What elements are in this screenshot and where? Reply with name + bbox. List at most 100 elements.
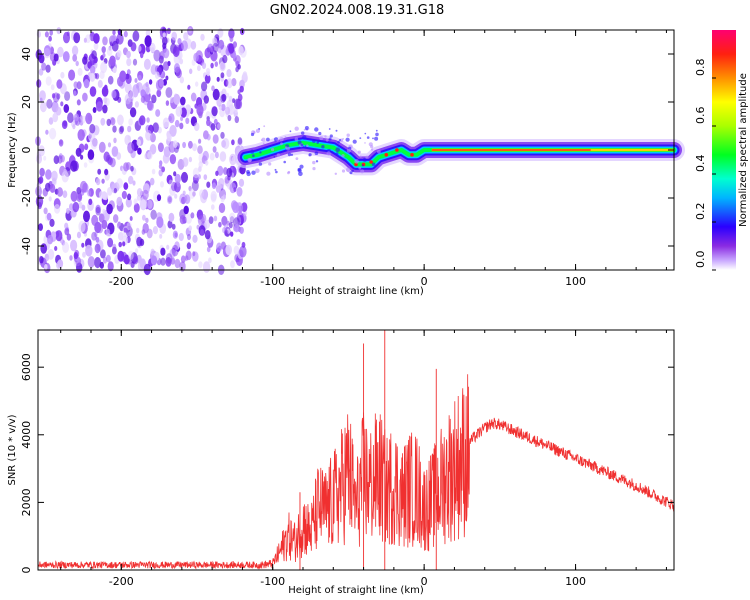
noise-speck xyxy=(125,74,132,84)
noise-speck xyxy=(85,112,93,125)
noise-speck xyxy=(235,202,244,214)
noise-speck xyxy=(171,31,177,41)
y-tick-label: 0 xyxy=(20,147,33,154)
noise-speck xyxy=(99,191,104,199)
noise-speck xyxy=(181,40,188,52)
noise-speck xyxy=(39,256,44,264)
track-speck xyxy=(260,139,263,142)
noise-speck xyxy=(127,193,132,201)
noise-speck xyxy=(236,187,243,197)
track-speck xyxy=(312,167,316,171)
noise-speck xyxy=(179,122,184,130)
noise-speck xyxy=(137,147,142,155)
noise-speck xyxy=(165,253,173,264)
noise-speck xyxy=(151,94,157,104)
noise-speck xyxy=(218,202,226,214)
track-speck xyxy=(345,137,350,142)
noise-speck xyxy=(210,123,216,131)
noise-speck xyxy=(107,156,113,166)
noise-speck xyxy=(113,187,118,194)
noise-speck xyxy=(188,185,192,192)
noise-speck xyxy=(38,176,44,184)
noise-speck xyxy=(118,241,122,248)
noise-speck xyxy=(128,118,133,126)
track-speck xyxy=(290,153,294,156)
noise-speck xyxy=(149,42,156,53)
noise-speck xyxy=(221,140,227,148)
noise-speck xyxy=(106,118,112,127)
noise-speck xyxy=(116,196,123,207)
noise-speck xyxy=(62,241,70,253)
noise-speck xyxy=(55,230,63,242)
noise-speck xyxy=(183,32,189,41)
noise-speck xyxy=(173,171,177,177)
noise-speck xyxy=(95,204,101,214)
noise-speck xyxy=(61,120,68,129)
noise-speck xyxy=(145,81,149,88)
noise-speck xyxy=(174,258,181,269)
noise-speck xyxy=(73,90,77,97)
noise-speck xyxy=(49,218,55,227)
snr-x-ticks: -200 -100 0 100 xyxy=(60,330,667,588)
noise-speck xyxy=(137,259,145,272)
track-speck xyxy=(294,126,299,131)
track-speck xyxy=(315,160,319,163)
noise-speck xyxy=(127,125,132,133)
track-speck xyxy=(255,128,260,133)
noise-speck xyxy=(134,101,139,108)
track-speck xyxy=(308,153,312,157)
noise-speck xyxy=(46,98,53,109)
y-tick-label: 20 xyxy=(20,95,33,109)
noise-speck xyxy=(208,257,212,264)
noise-speck xyxy=(106,254,111,263)
noise-speck xyxy=(152,122,159,133)
noise-speck xyxy=(206,133,211,141)
noise-speck xyxy=(64,91,71,101)
noise-speck xyxy=(53,53,59,62)
noise-speck xyxy=(83,162,88,168)
track-speck xyxy=(374,136,379,141)
spectrogram-y-ticks: -40 -20 0 20 40 xyxy=(20,47,674,255)
track-speck xyxy=(276,139,279,142)
noise-speck xyxy=(78,201,83,209)
noise-speck xyxy=(174,173,181,184)
noise-speck xyxy=(87,256,95,268)
noise-speck xyxy=(36,30,42,38)
noise-speck xyxy=(73,32,81,44)
noise-speck xyxy=(217,47,222,54)
noise-speck xyxy=(162,27,167,34)
noise-speck xyxy=(87,189,92,197)
noise-speck xyxy=(119,125,125,133)
colorbar: 0.0 0.2 0.4 0.6 0.8 Normalized spectral ampl… xyxy=(694,30,749,271)
noise-speck xyxy=(179,58,184,65)
noise-speck xyxy=(179,261,186,272)
track-speck xyxy=(266,171,271,176)
noise-speck xyxy=(76,99,81,106)
noise-speck xyxy=(45,76,52,86)
noise-speck xyxy=(229,35,234,43)
noise-speck xyxy=(166,174,173,185)
track-speck xyxy=(271,148,275,152)
noise-speck xyxy=(190,92,197,102)
noise-speck xyxy=(130,42,137,52)
y-tick-label: 4000 xyxy=(20,421,33,449)
noise-speck xyxy=(84,143,89,151)
noise-speck xyxy=(218,105,222,110)
noise-speck xyxy=(122,241,126,247)
noise-speck xyxy=(160,247,166,256)
noise-speck xyxy=(56,27,62,35)
track-speck xyxy=(263,142,265,145)
noise-speck xyxy=(77,193,82,201)
noise-speck xyxy=(169,154,177,165)
noise-speck xyxy=(87,149,95,160)
noise-speck xyxy=(74,113,79,122)
noise-speck xyxy=(185,117,190,125)
track-speck xyxy=(312,160,316,165)
noise-speck xyxy=(44,264,48,270)
noise-speck xyxy=(190,212,195,219)
noise-speck xyxy=(133,256,139,265)
noise-speck xyxy=(159,234,163,239)
noise-speck xyxy=(44,31,49,38)
track-speck xyxy=(297,140,302,145)
